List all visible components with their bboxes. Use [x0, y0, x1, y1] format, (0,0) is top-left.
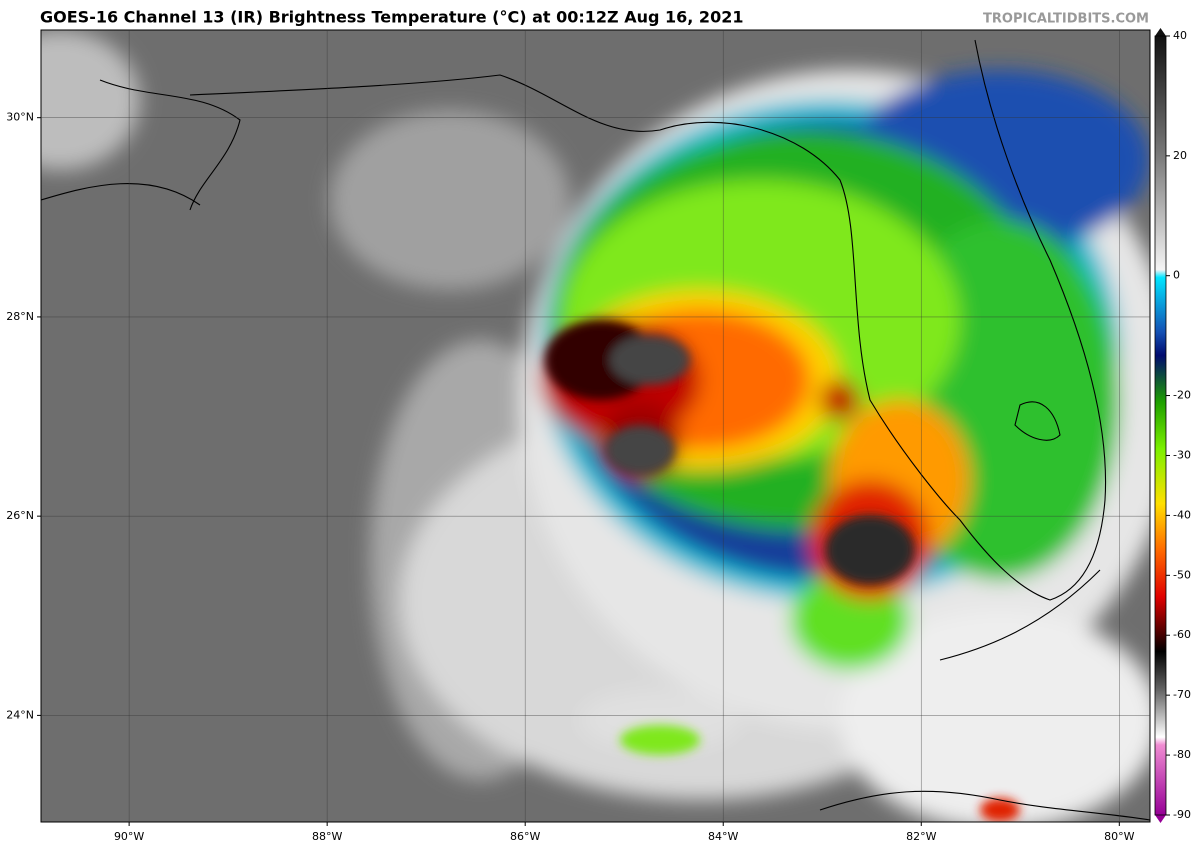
y-tick-label: 26°N	[6, 509, 34, 522]
x-tick-label: 88°W	[312, 830, 342, 843]
y-tick-label: 30°N	[6, 111, 34, 124]
colorbar	[1154, 28, 1167, 823]
colorbar-tick-label: -80	[1173, 748, 1191, 761]
colorbar-tick-label: -60	[1173, 628, 1191, 641]
colorbar-tick-label: 40	[1173, 29, 1187, 42]
colorbar-tick-label: 20	[1173, 149, 1187, 162]
x-tick-label: 82°W	[906, 830, 936, 843]
colorbar-tick-label: -20	[1173, 389, 1191, 402]
x-tick-label: 84°W	[708, 830, 738, 843]
y-tick-label: 28°N	[6, 310, 34, 323]
colorbar-tick-label: 0	[1173, 269, 1180, 282]
satellite-image	[41, 30, 1150, 822]
colorbar-tick-label: -90	[1173, 808, 1191, 821]
x-tick-label: 86°W	[510, 830, 540, 843]
colorbar-tick-label: -40	[1173, 508, 1191, 521]
colorbar-tick-label: -50	[1173, 568, 1191, 581]
x-tick-label: 80°W	[1104, 830, 1134, 843]
colorbar-tick-label: -30	[1173, 448, 1191, 461]
colorbar-tick-label: -70	[1173, 688, 1191, 701]
map-frame	[40, 29, 1151, 823]
title: GOES-16 Channel 13 (IR) Brightness Tempe…	[40, 8, 743, 27]
credit: TROPICALTIDBITS.COM	[983, 12, 1149, 27]
x-tick-label: 90°W	[114, 830, 144, 843]
y-tick-label: 24°N	[6, 708, 34, 721]
